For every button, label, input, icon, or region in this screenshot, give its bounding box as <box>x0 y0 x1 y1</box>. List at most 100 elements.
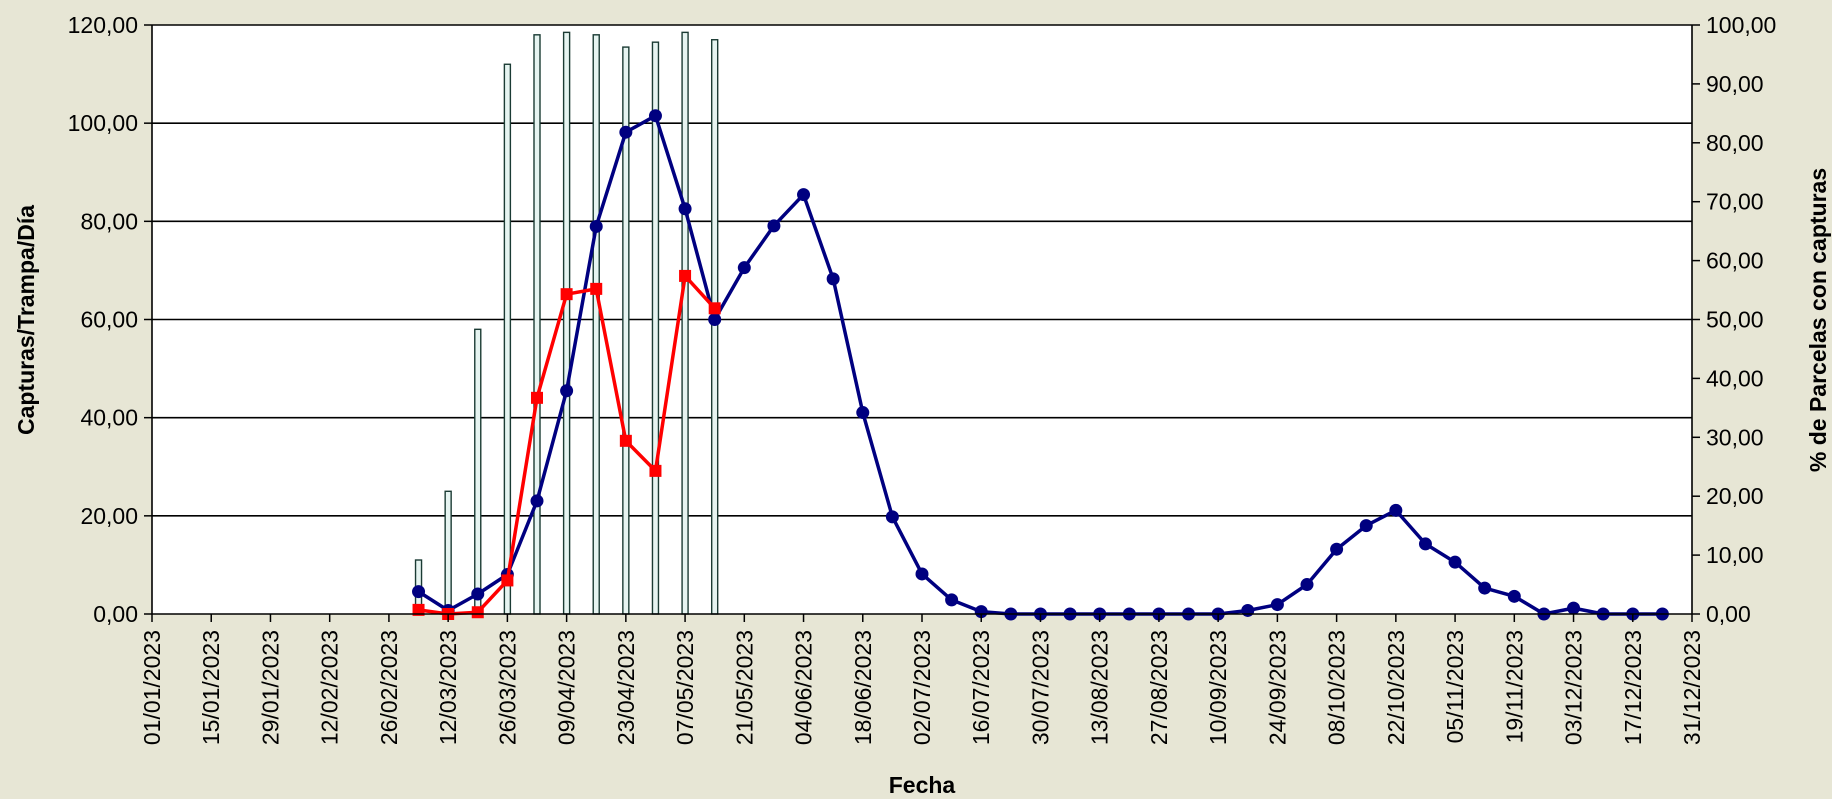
series-point <box>560 384 574 398</box>
series-point <box>649 464 662 477</box>
right-tick-label: 90,00 <box>1706 71 1764 97</box>
x-tick-label: 17/12/2023 <box>1620 630 1646 745</box>
right-tick-label: 20,00 <box>1706 483 1764 509</box>
left-tick-label: 0,00 <box>93 601 138 627</box>
right-tick-label: 30,00 <box>1706 424 1764 450</box>
left-tick-label: 120,00 <box>68 12 138 38</box>
bar <box>710 39 719 615</box>
x-tick-label: 23/04/2023 <box>613 630 639 745</box>
line-series <box>412 109 1669 621</box>
x-tick-label: 19/11/2023 <box>1501 630 1527 743</box>
series-point <box>1418 537 1432 551</box>
series-point <box>1330 542 1344 556</box>
series-point <box>945 593 959 607</box>
left-tick-label: 60,00 <box>80 307 138 333</box>
right-tick-label: 10,00 <box>1706 542 1764 568</box>
x-tick-label: 18/06/2023 <box>850 630 876 745</box>
series-point <box>678 202 692 216</box>
x-tick-label: 15/01/2023 <box>198 630 224 745</box>
bar <box>474 328 482 615</box>
series-point <box>1478 581 1492 595</box>
series-point <box>1507 589 1521 603</box>
series-point <box>589 219 603 233</box>
series-point <box>530 494 544 508</box>
series-point <box>1241 603 1255 617</box>
right-tick-label: 40,00 <box>1706 365 1764 391</box>
x-tick-label: 03/12/2023 <box>1561 630 1587 745</box>
x-tick-label: 21/05/2023 <box>731 630 757 745</box>
series-point <box>797 188 811 202</box>
x-tick-label: 02/07/2023 <box>909 630 935 745</box>
y-axis-left-title: Capturas/Trampa/Día <box>13 205 39 435</box>
series-point <box>1567 601 1581 615</box>
series-point <box>737 261 751 275</box>
series-point <box>590 282 603 295</box>
right-tick-label: 60,00 <box>1706 248 1764 274</box>
x-tick-label: 27/08/2023 <box>1146 630 1172 745</box>
x-tick-label: 12/03/2023 <box>435 630 461 745</box>
left-tick-label: 20,00 <box>80 503 138 529</box>
x-tick-label: 08/10/2023 <box>1324 630 1350 745</box>
series-point <box>619 434 632 447</box>
series-point <box>1448 555 1462 569</box>
right-tick-label: 50,00 <box>1706 307 1764 333</box>
left-tick-label: 40,00 <box>80 405 138 431</box>
bar <box>503 63 512 615</box>
right-tick-label: 70,00 <box>1706 189 1764 215</box>
x-tick-label: 24/09/2023 <box>1264 630 1290 745</box>
series-point <box>974 605 988 619</box>
x-tick-label: 22/10/2023 <box>1383 630 1409 745</box>
x-tick-label: 10/09/2023 <box>1205 630 1231 745</box>
series-point <box>708 313 722 326</box>
x-tick-label: 04/06/2023 <box>791 630 817 745</box>
series-point <box>1300 578 1314 592</box>
series-point <box>412 585 426 599</box>
series-point <box>1389 503 1403 517</box>
gridlines <box>152 24 1692 517</box>
x-tick-label: 13/08/2023 <box>1087 630 1113 745</box>
series-point <box>1270 598 1284 612</box>
x-tick-label: 31/12/2023 <box>1679 630 1705 745</box>
x-tick-label: 05/11/2023 <box>1442 630 1468 743</box>
series-point <box>648 109 662 123</box>
series-point <box>531 391 543 404</box>
series-point <box>826 272 840 286</box>
x-tick-label: 01/01/2023 <box>139 630 165 745</box>
bar <box>533 34 541 615</box>
x-tick-label: 30/07/2023 <box>1027 630 1053 745</box>
series-point <box>885 510 899 524</box>
series-point <box>856 406 870 420</box>
left-tick-label: 80,00 <box>80 208 138 234</box>
axes <box>144 24 1700 622</box>
x-tick-label: 16/07/2023 <box>968 630 994 745</box>
right-tick-label: 0,00 <box>1706 601 1751 627</box>
series-point <box>1359 519 1373 533</box>
x-tick-label: 26/03/2023 <box>494 630 520 745</box>
x-axis-title: Fecha <box>889 772 956 798</box>
series-point <box>679 269 692 282</box>
bar <box>444 490 452 615</box>
right-tick-label: 80,00 <box>1706 130 1764 156</box>
tick-labels: 0,00 20,00 40,00 60,00 80,00 100,00 120,00 0,00… <box>68 12 1777 745</box>
bar <box>681 31 689 615</box>
x-tick-label: 09/04/2023 <box>554 630 580 745</box>
y-axis-right-title: % de Parcelas con capturas <box>1805 168 1831 472</box>
bar <box>592 34 600 615</box>
x-tick-label: 26/02/2023 <box>376 630 402 745</box>
series-point <box>915 567 929 581</box>
series-point <box>471 606 484 619</box>
series-point <box>708 302 721 315</box>
right-tick-label: 100,00 <box>1706 12 1776 38</box>
series-point <box>619 125 633 139</box>
series-point <box>767 219 781 233</box>
series-point <box>560 288 573 301</box>
x-tick-label: 12/02/2023 <box>317 630 343 745</box>
x-tick-label: 29/01/2023 <box>257 630 283 745</box>
left-tick-label: 100,00 <box>68 110 138 136</box>
x-tick-label: 07/05/2023 <box>672 630 698 745</box>
series-point <box>412 603 425 616</box>
series-point <box>471 587 485 601</box>
bar <box>562 31 571 615</box>
